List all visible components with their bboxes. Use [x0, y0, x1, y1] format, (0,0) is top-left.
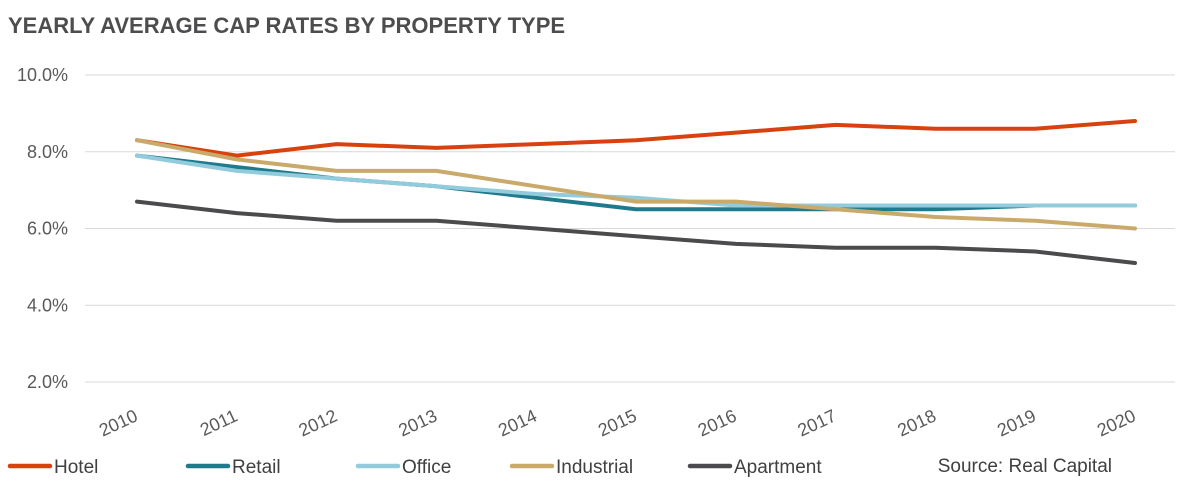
legend-label: Office	[402, 457, 451, 478]
x-tick-label: 2020	[1094, 405, 1139, 440]
legend-label: Industrial	[556, 457, 633, 478]
gridlines	[85, 74, 1175, 383]
x-tick-label: 2012	[296, 405, 341, 440]
y-tick-label: 10.0%	[17, 65, 68, 85]
x-tick-label: 2015	[595, 405, 640, 440]
legend-label: Retail	[232, 457, 281, 478]
series-lines	[135, 119, 1137, 265]
y-tick-label: 4.0%	[27, 295, 68, 315]
y-tick-label: 6.0%	[27, 219, 68, 239]
x-tick-label: 2019	[994, 405, 1039, 440]
x-tick-label: 2017	[795, 405, 840, 440]
y-axis-ticks: 2.0% 4.0% 6.0% 8.0% 10.0%	[17, 65, 68, 392]
chart-title: YEARLY AVERAGE CAP RATES BY PROPERTY TYP…	[8, 13, 565, 38]
legend: Hotel Retail Office Industrial Apartment	[7, 457, 822, 478]
legend-label: Hotel	[54, 457, 98, 478]
x-tick-label: 2011	[197, 405, 241, 439]
series-line-apartment	[135, 199, 1137, 265]
x-tick-label: 2014	[495, 405, 540, 440]
y-tick-label: 2.0%	[27, 372, 68, 392]
series-line-office	[135, 153, 1137, 208]
x-axis-ticks: 2010 2011 2012 2013 2014 2015 2016 2017 2018 2019…	[96, 405, 1139, 440]
y-tick-label: 8.0%	[27, 142, 68, 162]
series-line-industrial	[135, 138, 1137, 231]
x-tick-label: 2013	[395, 405, 440, 440]
x-tick-label: 2010	[96, 405, 141, 440]
series-line-hotel	[135, 119, 1137, 158]
x-tick-label: 2018	[894, 405, 939, 440]
legend-label: Apartment	[734, 457, 822, 478]
source-note: Source: Real Capital	[938, 456, 1112, 477]
x-tick-label: 2016	[695, 405, 740, 440]
